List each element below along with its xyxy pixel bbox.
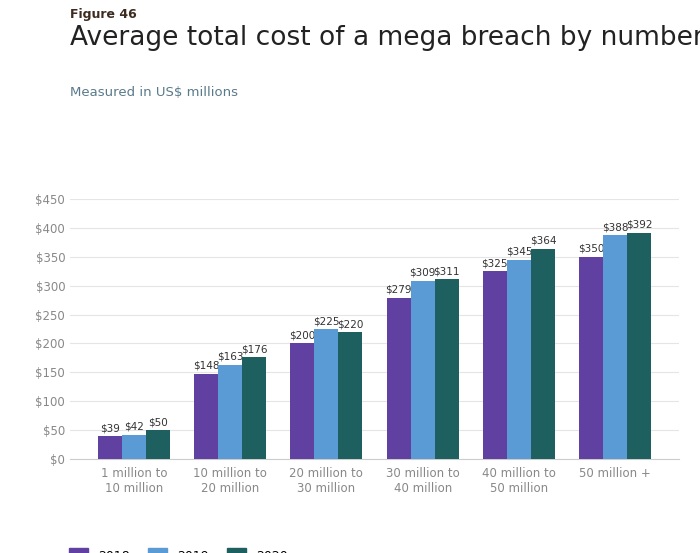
Text: $364: $364	[530, 236, 556, 246]
Bar	[194, 373, 218, 459]
Bar	[218, 365, 242, 459]
Bar	[98, 436, 122, 459]
Bar	[531, 249, 555, 459]
Text: $350: $350	[578, 244, 604, 254]
Legend: 2018, 2019, 2020: 2018, 2019, 2020	[64, 543, 293, 553]
Bar	[627, 233, 651, 459]
Text: $163: $163	[217, 352, 244, 362]
Text: $42: $42	[124, 422, 144, 432]
Text: $39: $39	[100, 424, 120, 434]
Text: $311: $311	[433, 267, 460, 276]
Text: Average total cost of a mega breach by number of records lost: Average total cost of a mega breach by n…	[70, 25, 700, 51]
Text: $225: $225	[313, 316, 340, 326]
Text: $148: $148	[193, 361, 219, 371]
Bar	[483, 272, 507, 459]
Text: $392: $392	[626, 220, 652, 229]
Text: $309: $309	[410, 268, 436, 278]
Text: Figure 46: Figure 46	[70, 8, 136, 22]
Bar	[290, 343, 314, 459]
Text: $220: $220	[337, 319, 363, 329]
Text: $325: $325	[482, 258, 508, 268]
Bar	[122, 435, 146, 459]
Bar	[242, 357, 266, 459]
Bar	[314, 329, 338, 459]
Text: Measured in US$ millions: Measured in US$ millions	[70, 86, 238, 99]
Bar	[435, 279, 458, 459]
Bar	[579, 257, 603, 459]
Bar	[507, 260, 531, 459]
Bar	[146, 430, 170, 459]
Bar	[338, 332, 363, 459]
Text: $200: $200	[289, 331, 316, 341]
Text: $50: $50	[148, 417, 168, 427]
Text: $176: $176	[241, 345, 267, 354]
Bar	[411, 280, 435, 459]
Text: $345: $345	[505, 247, 532, 257]
Text: $279: $279	[385, 285, 412, 295]
Bar	[603, 235, 627, 459]
Text: $388: $388	[602, 222, 629, 232]
Bar	[386, 298, 411, 459]
